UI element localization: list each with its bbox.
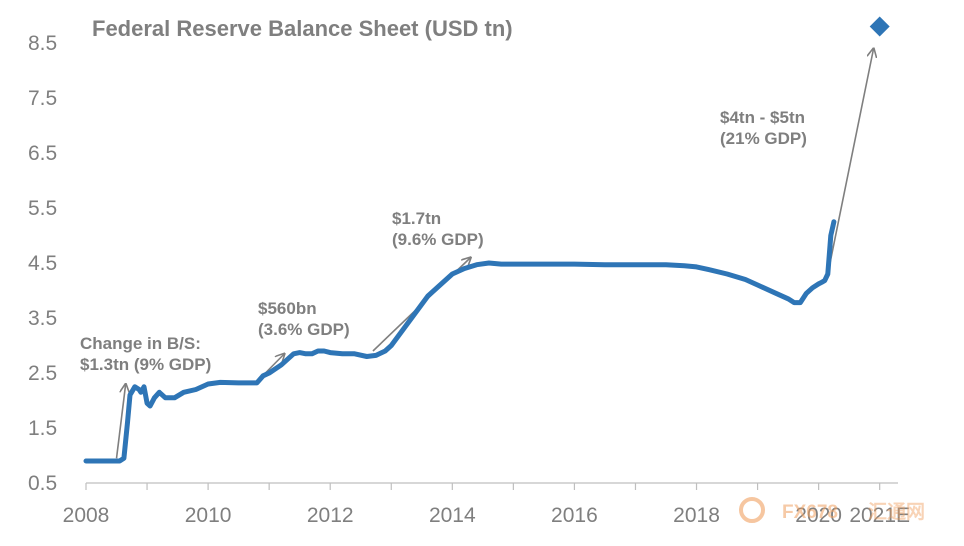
y-tick-label: 2.5 — [28, 362, 57, 385]
x-tick-label: 2021E — [849, 504, 910, 527]
watermark-logo-icon — [739, 497, 765, 523]
x-tick-label: 2014 — [429, 504, 476, 527]
y-tick-label: 7.5 — [28, 87, 57, 110]
annotation-line: (21% GDP) — [720, 129, 807, 148]
annotation-arrow — [115, 384, 126, 459]
watermark-subtitle: 汇通网 — [868, 501, 925, 523]
annotation-label: Change in B/S: $1.3tn (9% GDP) — [80, 334, 211, 374]
x-tick-label: 2012 — [307, 504, 354, 527]
annotation-arrow — [827, 49, 874, 275]
annotation-line: Change in B/S: — [80, 334, 201, 353]
annotation-line: $4tn - $5tn — [720, 108, 805, 127]
x-tick-label: 2010 — [185, 504, 232, 527]
watermark: FX678 汇通网 — [739, 497, 925, 523]
annotation-label: $4tn - $5tn (21% GDP) — [720, 108, 807, 148]
y-tick-label: 3.5 — [28, 307, 57, 330]
series-group — [83, 16, 890, 464]
annotation-line: $1.7tn — [392, 209, 441, 228]
y-tick-label: 0.5 — [28, 472, 57, 495]
x-tick-label: 2018 — [673, 504, 720, 527]
y-tick-label: 1.5 — [28, 417, 57, 440]
x-tick-label: 2016 — [551, 504, 598, 527]
annotation-line: (9.6% GDP) — [392, 230, 484, 249]
y-tick-label: 8.5 — [28, 32, 57, 55]
annotation-line: (3.6% GDP) — [258, 320, 350, 339]
series-line — [83, 219, 837, 464]
y-tick-label: 4.5 — [28, 252, 57, 275]
y-tick-label: 5.5 — [28, 197, 57, 220]
x-tick-label: 2008 — [63, 504, 110, 527]
annotation-label: $560bn (3.6% GDP) — [258, 299, 350, 339]
x-axis: 2008 2010 2012 2014 2016 2018 2020 2021E — [63, 482, 910, 527]
annotations: Change in B/S: $1.3tn (9% GDP) $560bn (3.6%… — [80, 108, 807, 374]
annotation-label: $1.7tn (9.6% GDP) — [392, 209, 484, 249]
x-tick-label: 2020 — [795, 504, 842, 527]
y-tick-label: 6.5 — [28, 142, 57, 165]
watermark-brand: FX678 — [782, 502, 838, 523]
y-axis: 0.5 1.5 2.5 3.5 4.5 5.5 6.5 7.5 8.5 — [28, 32, 57, 495]
forecast-point — [869, 16, 890, 37]
chart-title: Federal Reserve Balance Sheet (USD tn) — [92, 16, 513, 41]
annotation-line: $1.3tn (9% GDP) — [80, 355, 211, 374]
annotation-line: $560bn — [258, 299, 317, 318]
